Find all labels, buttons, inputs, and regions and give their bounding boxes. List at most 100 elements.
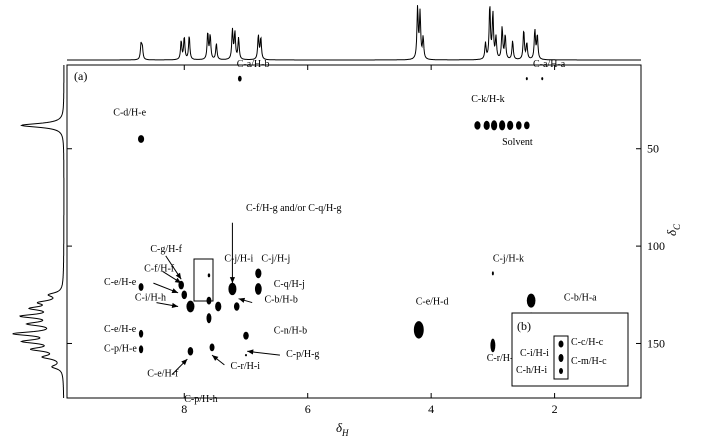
cross-peak (541, 77, 544, 81)
cross-peak (255, 268, 262, 279)
peak-label: C-n/H-b (274, 326, 307, 337)
y-tick-label: 150 (647, 336, 665, 350)
peak-label: C-q/H-j (274, 279, 305, 290)
peak-label: C-i/H-h (135, 293, 166, 304)
highlight-box (193, 258, 214, 302)
peak-label: C-a/H-b (237, 59, 270, 70)
inset-frame (511, 312, 629, 387)
cross-peak (209, 343, 215, 352)
cross-peak (237, 75, 242, 82)
peak-label: C-e/H-e (104, 277, 137, 288)
y-axis-label-delta: δ (664, 229, 679, 236)
cross-peak (499, 120, 506, 131)
cross-peaks (137, 75, 544, 357)
x-tick-label: 2 (552, 402, 558, 416)
cross-peak (244, 353, 247, 357)
peak-label: C-e/H-e (104, 324, 137, 335)
x-tick-label: 4 (428, 402, 434, 416)
arrow-head (229, 277, 236, 284)
x-tick-label: 8 (181, 402, 187, 416)
cross-peak (138, 329, 144, 338)
y-tick-label: 100 (647, 239, 665, 253)
cross-peak (215, 301, 222, 312)
inset-peak (558, 340, 564, 348)
x-axis-label-sub: H (341, 428, 349, 438)
peak-label: C-j/H-k (493, 254, 524, 265)
peak-label: C-b/H-b (265, 295, 298, 306)
arrow-head (171, 288, 179, 294)
inset-peak (559, 368, 563, 374)
peak-label: C-p/H-g (286, 349, 319, 360)
carbon-projection-spectrum (12, 65, 65, 398)
peak-label: C-r/H-k (487, 353, 519, 364)
cross-peak (254, 283, 262, 295)
x-axis-label: δH (336, 420, 349, 438)
peak-label: C-b/H-a (564, 293, 597, 304)
cross-peak (206, 313, 212, 324)
cross-peak (491, 120, 498, 131)
inset-label-right: C-m/H-c (571, 356, 607, 367)
peak-label: C-j/H-j (261, 254, 290, 265)
peak-label: C-k/H-k (471, 94, 504, 105)
cross-peak (138, 345, 144, 354)
y-axis-label-sub: C (672, 223, 682, 230)
panel-label: (a) (74, 69, 87, 83)
plot-frame (66, 64, 642, 399)
x-tick-label: 6 (305, 402, 311, 416)
cross-peak (516, 121, 522, 130)
inset-highlight-box (553, 335, 569, 380)
cross-peak (526, 293, 536, 308)
peak-label: C-j/H-i (224, 254, 253, 265)
cross-peak (233, 302, 240, 311)
inset-label-right: C-c/H-c (571, 337, 604, 348)
proton-projection-spectrum (67, 5, 641, 61)
x-axis: 8 6 4 2 (181, 65, 558, 416)
y-axis: 50 100 150 (67, 142, 665, 350)
inset-label: (b) (517, 319, 531, 333)
peak-label: C-a/H-a (533, 59, 566, 70)
annotation-arrows (153, 222, 280, 375)
peak-label: C-p/H-e (104, 343, 137, 354)
cross-peak (474, 121, 481, 130)
arrow-head (175, 272, 182, 280)
cross-peak (181, 290, 188, 300)
cross-peak (491, 271, 494, 276)
peak-label: C-g/H-f (150, 244, 182, 255)
peak-label: C-f/H-f (144, 263, 175, 274)
cross-peak (186, 300, 195, 313)
peak-label: C-e/H-f (147, 369, 179, 380)
cross-peak (138, 283, 144, 291)
cross-peak (187, 346, 194, 356)
cross-peak (413, 321, 424, 339)
x-axis-label-delta: δ (336, 420, 343, 435)
arrow-head (171, 302, 179, 308)
cross-peak (490, 338, 496, 353)
cross-peak (524, 121, 530, 130)
y-tick-label: 50 (647, 142, 659, 156)
inset-label-left: C-h/H-i (516, 365, 547, 376)
peak-label: C-p/H-h (184, 394, 217, 405)
arrow-head (238, 297, 246, 303)
cross-peak (243, 331, 249, 340)
peak-label: C-d/H-e (113, 108, 146, 119)
inset-label-left: C-i/H-i (520, 348, 549, 359)
peak-label: C-e/H-d (416, 297, 449, 308)
arrow-head (212, 355, 219, 361)
cross-peak (507, 120, 514, 131)
inset-b: (b) C-i/H-i C-h/H-i C-c/H-c C-m/H-c (511, 312, 629, 387)
peak-labels: C-a/H-b C-a/H-a C-d/H-e C-k/H-k Solvent C-f/H… (104, 59, 600, 405)
cross-peak (525, 77, 528, 81)
peak-label: Solvent (502, 137, 533, 148)
arrow-head (247, 349, 254, 355)
cross-peak (137, 135, 145, 143)
carbon-spectrum-trace (12, 65, 65, 398)
proton-spectrum-trace (67, 5, 641, 61)
peak-label: C-r/H-i (231, 361, 261, 372)
inset-peak (558, 354, 564, 362)
cross-peak (228, 282, 237, 296)
cross-peak (178, 280, 184, 290)
peak-label: C-f/H-g and/or C-q/H-g (246, 203, 342, 214)
y-axis-label: δC (664, 223, 682, 236)
cross-peak (483, 120, 490, 131)
